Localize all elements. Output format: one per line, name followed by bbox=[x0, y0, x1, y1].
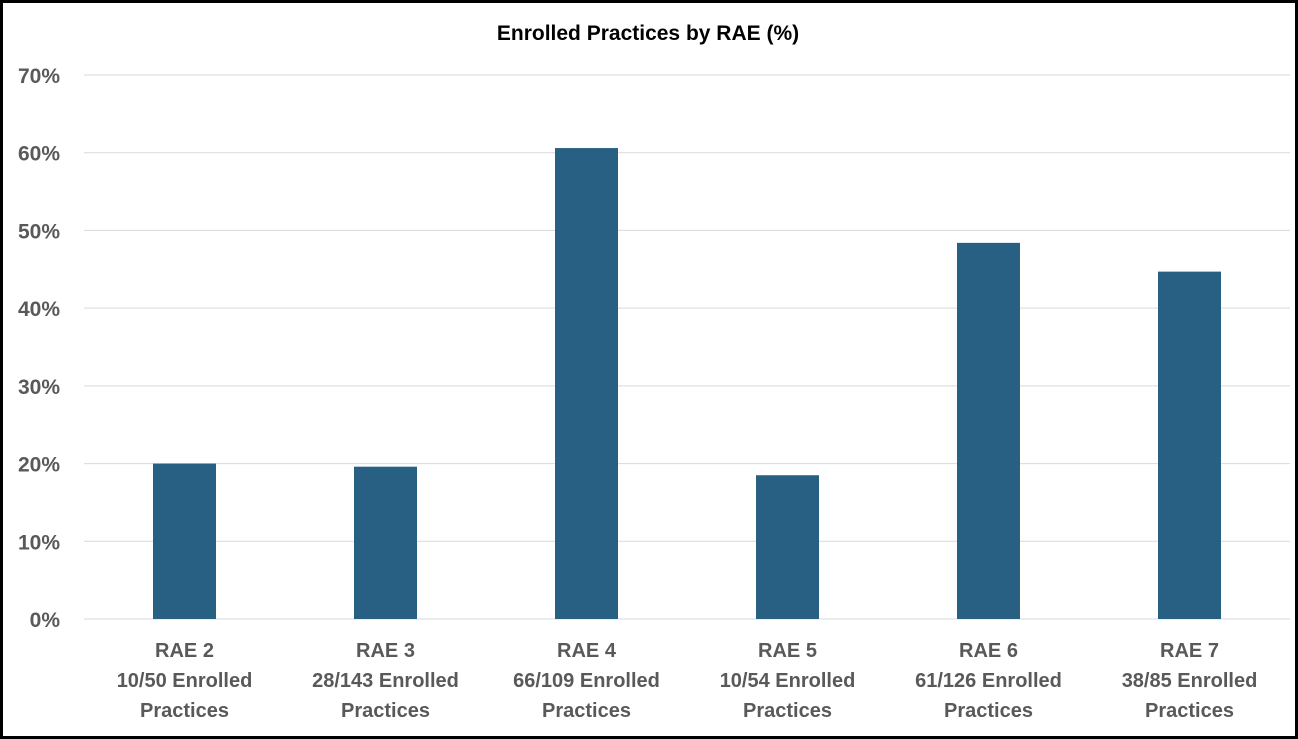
x-tick-label: RAE 7 38/85 Enrolled Practices bbox=[1122, 640, 1258, 722]
x-tick-label-line: Practices bbox=[140, 700, 229, 722]
y-tick-label: 20% bbox=[18, 454, 60, 477]
x-tick-label-line: 61/126 Enrolled bbox=[915, 670, 1062, 692]
y-tick-label: 10% bbox=[18, 531, 60, 554]
x-tick-label-line: 28/143 Enrolled bbox=[312, 670, 459, 692]
x-tick-label-line: RAE 6 bbox=[959, 640, 1018, 662]
bar bbox=[555, 148, 618, 619]
y-tick-label: 30% bbox=[18, 376, 60, 399]
y-tick-label: 70% bbox=[18, 65, 60, 88]
y-tick-label: 40% bbox=[18, 298, 60, 321]
y-tick-label: 60% bbox=[18, 143, 60, 166]
x-tick-label: RAE 5 10/54 Enrolled Practices bbox=[720, 640, 856, 722]
bar-series bbox=[153, 148, 1221, 619]
gridlines bbox=[84, 74, 1290, 620]
x-tick-label: RAE 6 61/126 Enrolled Practices bbox=[915, 640, 1062, 722]
bar bbox=[354, 466, 417, 619]
x-tick-label-line: Practices bbox=[743, 700, 832, 722]
x-tick-label-line: 10/50 Enrolled bbox=[117, 670, 253, 692]
bar bbox=[756, 475, 819, 619]
bar bbox=[153, 463, 216, 619]
x-tick-label-line: Practices bbox=[341, 700, 430, 722]
y-axis: 0% 10% 20% 30% 40% 50% 60% 70% bbox=[18, 65, 60, 632]
x-axis: RAE 2 10/50 Enrolled Practices RAE 3 28/143 … bbox=[117, 640, 1258, 722]
x-tick-label-line: Practices bbox=[944, 700, 1033, 722]
bar bbox=[1158, 271, 1221, 619]
x-tick-label: RAE 2 10/50 Enrolled Practices bbox=[117, 640, 253, 722]
y-tick-label: 50% bbox=[18, 220, 60, 243]
x-tick-label-line: RAE 7 bbox=[1160, 640, 1219, 662]
x-tick-label-line: RAE 4 bbox=[557, 640, 617, 662]
x-tick-label-line: 38/85 Enrolled bbox=[1122, 670, 1258, 692]
x-tick-label-line: 10/54 Enrolled bbox=[720, 670, 856, 692]
y-tick-label: 0% bbox=[30, 609, 61, 632]
x-tick-label-line: RAE 2 bbox=[155, 640, 214, 662]
x-tick-label-line: 66/109 Enrolled bbox=[513, 670, 660, 692]
x-tick-label: RAE 3 28/143 Enrolled Practices bbox=[312, 640, 459, 722]
chart-title: Enrolled Practices by RAE (%) bbox=[497, 22, 799, 45]
x-tick-label-line: RAE 5 bbox=[758, 640, 817, 662]
x-tick-label-line: Practices bbox=[542, 700, 631, 722]
x-tick-label: RAE 4 66/109 Enrolled Practices bbox=[513, 640, 660, 722]
bar bbox=[957, 242, 1020, 619]
x-tick-label-line: Practices bbox=[1145, 700, 1234, 722]
x-tick-label-line: RAE 3 bbox=[356, 640, 415, 662]
